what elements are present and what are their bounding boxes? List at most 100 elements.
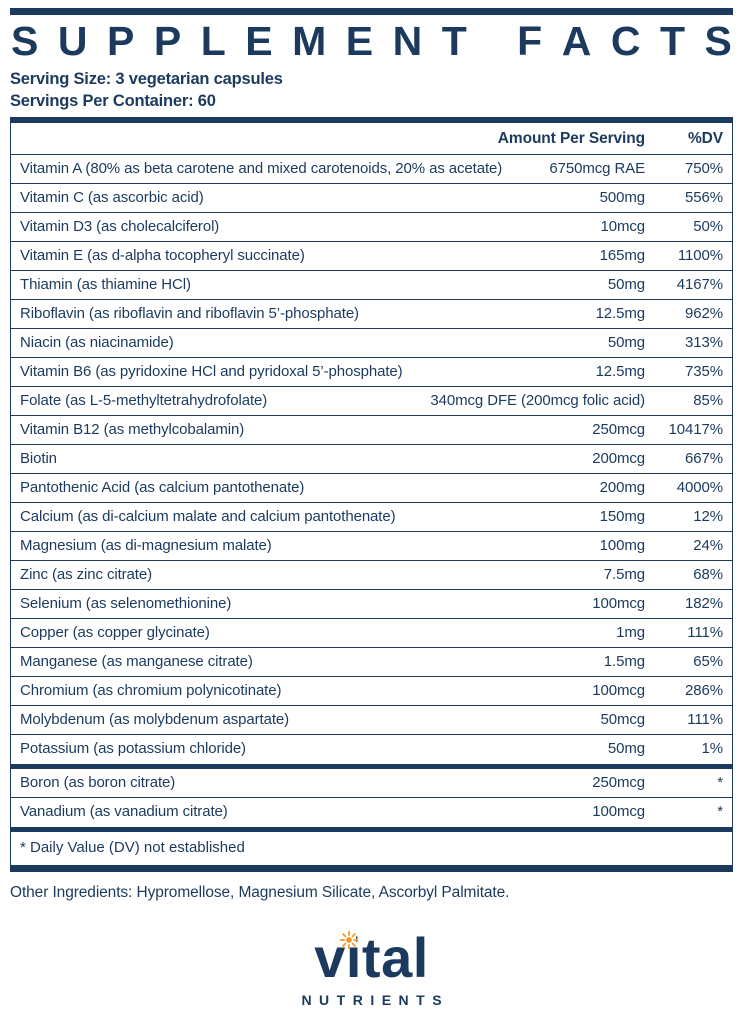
nutrient-amount: 165mg <box>599 246 645 264</box>
nutrient-row: Manganese (as manganese citrate) 1.5mg 65% <box>11 648 732 677</box>
nutrient-dv: 735% <box>685 362 723 380</box>
nutrient-rows: Vitamin A (80% as beta carotene and mixe… <box>11 155 732 764</box>
nutrient-dv: 750% <box>685 159 723 177</box>
servings-per-container: Servings Per Container: 60 <box>10 91 216 110</box>
nutrient-row: Vitamin A (80% as beta carotene and mixe… <box>11 155 732 184</box>
nutrient-name: Vitamin B6 (as pyridoxine HCl and pyrido… <box>20 362 403 380</box>
nutrient-dv: 667% <box>685 449 723 467</box>
nutrient-dv: 65% <box>693 652 723 670</box>
facts-table: Amount Per Serving %DV Vitamin A (80% as… <box>10 116 733 872</box>
section-divider <box>11 763 732 769</box>
nutrient-amount: 7.5mg <box>603 565 645 583</box>
nutrient-name: Zinc (as zinc citrate) <box>20 565 152 583</box>
nutrient-name: Pantothenic Acid (as calcium pantothenat… <box>20 478 305 496</box>
brand-logo: vital NUTRIENTS <box>10 927 733 1008</box>
nutrient-amount: 50mcg <box>600 710 645 728</box>
nutrient-name: Selenium (as selenomethionine) <box>20 594 232 612</box>
nutrient-name: Folate (as L-5-methyltetrahydrofolate) <box>20 391 268 409</box>
nutrient-row: Vitamin E (as d-alpha tocopheryl succina… <box>11 242 732 271</box>
nutrient-row: Vitamin B6 (as pyridoxine HCl and pyrido… <box>11 358 732 387</box>
nutrient-amount: 50mg <box>607 275 645 293</box>
other-ingredients: Other Ingredients: Hypromellose, Magnesi… <box>10 883 510 901</box>
nutrient-name: Calcium (as di-calcium malate and calciu… <box>20 507 396 525</box>
nutrient-amount: 1.5mg <box>603 652 645 670</box>
nutrient-row: Magnesium (as di-magnesium malate) 100mg 2… <box>11 532 732 561</box>
nutrient-dv: 1% <box>701 739 724 757</box>
title-letter: L <box>200 18 226 64</box>
nutrient-name: Manganese (as manganese citrate) <box>20 652 253 670</box>
nutrient-row: Molybdenum (as molybdenum aspartate) 50mc… <box>11 706 732 735</box>
brand-subtitle: NUTRIENTS <box>301 991 450 1008</box>
nutrient-row: Thiamin (as thiamine HCl) 50mg 4167% <box>11 271 732 300</box>
nutrient-name: Molybdenum (as molybdenum aspartate) <box>20 710 290 728</box>
nutrient-dv: 85% <box>693 391 723 409</box>
nutrient-name: Vitamin E (as d-alpha tocopheryl succina… <box>20 246 305 264</box>
nutrient-row: Calcium (as di-calcium malate and calciu… <box>11 503 732 532</box>
nutrient-row: Zinc (as zinc citrate) 7.5mg 68% <box>11 561 732 590</box>
nutrient-amount: 10mcg <box>600 217 645 235</box>
brand-name: vital <box>314 927 429 989</box>
nutrient-amount: 100mcg <box>592 594 645 612</box>
section-divider <box>11 826 732 832</box>
nutrient-dv: 962% <box>685 304 723 322</box>
nutrient-row: Chromium (as chromium polynicotinate) 100… <box>11 677 732 706</box>
nutrient-amount: 250mcg <box>592 773 645 791</box>
nutrient-name: Riboflavin (as riboflavin and riboflavin… <box>20 304 359 322</box>
nutrient-dv: 12% <box>693 507 723 525</box>
title-letter: M <box>292 18 327 64</box>
nutrient-name: Magnesium (as di-magnesium malate) <box>20 536 272 554</box>
header-percent-dv: %DV <box>687 129 723 147</box>
nutrient-name: Copper (as copper glycinate) <box>20 623 210 641</box>
title-letter: P <box>153 18 182 64</box>
nutrient-name: Chromium (as chromium polynicotinate) <box>20 681 282 699</box>
nutrient-amount: 100mg <box>599 536 645 554</box>
nutrient-row: Vitamin C (as ascorbic acid) 500mg 556% <box>11 184 732 213</box>
nutrient-dv: * <box>717 802 723 820</box>
title-letter: E <box>245 18 273 64</box>
sunburst-icon <box>340 930 359 950</box>
nutrient-amount: 340mcg DFE (200mcg folic acid) <box>430 391 645 409</box>
nutrient-amount: 6750mcg RAE <box>549 159 645 177</box>
nutrient-row: Vitamin B12 (as methylcobalamin) 250mcg 10… <box>11 416 732 445</box>
nutrient-name: Biotin <box>20 449 57 467</box>
nutrient-dv: 556% <box>685 188 723 206</box>
title-letter: T <box>659 18 685 64</box>
nutrient-name: Vitamin D3 (as cholecalciferol) <box>20 217 220 235</box>
nutrient-amount: 200mg <box>599 478 645 496</box>
nutrient-dv: 111% <box>687 710 723 728</box>
nutrient-dv: * <box>717 773 723 791</box>
nutrient-name: Potassium (as potassium chloride) <box>20 739 246 757</box>
nutrient-name: Vitamin B12 (as methylcobalamin) <box>20 420 245 438</box>
nutrient-row: Copper (as copper glycinate) 1mg 111% <box>11 619 732 648</box>
nutrient-row: Vitamin D3 (as cholecalciferol) 10mcg 50% <box>11 213 732 242</box>
nutrient-dv: 50% <box>693 217 723 235</box>
nutrient-dv: 313% <box>685 333 723 351</box>
nutrient-row: Potassium (as potassium chloride) 50mg 1% <box>11 735 732 764</box>
nutrient-dv: 10417% <box>668 420 724 438</box>
nutrient-row: Biotin 200mcg 667% <box>11 445 732 474</box>
nutrient-amount: 200mcg <box>592 449 645 467</box>
title-letter: F <box>517 18 543 64</box>
nutrient-name: Vanadium (as vanadium citrate) <box>20 802 228 820</box>
title-letter: P <box>106 18 135 64</box>
nutrient-dv: 24% <box>693 536 723 554</box>
nutrient-row: Folate (as L-5-methyltetrahydrofolate) 34… <box>11 387 732 416</box>
nutrient-name: Niacin (as niacinamide) <box>20 333 174 351</box>
table-header-row: Amount Per Serving %DV <box>11 123 732 155</box>
nutrient-row: Pantothenic Acid (as calcium pantothenat… <box>11 474 732 503</box>
serving-size: Serving Size: 3 vegetarian capsules <box>10 69 283 88</box>
title-letter: U <box>57 18 88 64</box>
no-dv-nutrient-rows: Boron (as boron citrate) 250mcg * Vanadium … <box>11 769 732 827</box>
nutrient-name: Vitamin A (80% as beta carotene and mixe… <box>20 159 503 177</box>
title-letter: C <box>610 18 641 64</box>
nutrient-dv: 182% <box>685 594 723 612</box>
nutrient-amount: 1mg <box>616 623 645 641</box>
title-letter: E <box>345 18 374 64</box>
nutrient-dv: 1100% <box>677 246 723 264</box>
nutrient-dv: 4000% <box>676 478 723 496</box>
nutrient-row: Boron (as boron citrate) 250mcg * <box>11 769 732 798</box>
nutrient-amount: 12.5mg <box>595 304 646 322</box>
nutrient-row: Riboflavin (as riboflavin and riboflavin… <box>11 300 732 329</box>
title-letter: S <box>11 18 39 64</box>
